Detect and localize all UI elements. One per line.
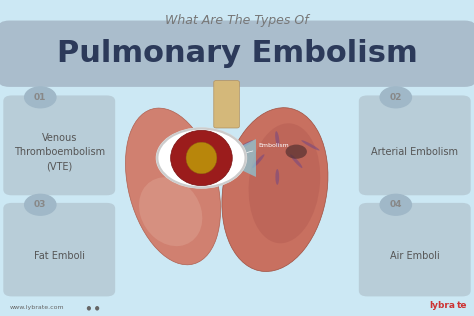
Text: Pulmonary Embolism: Pulmonary Embolism (56, 39, 418, 68)
FancyBboxPatch shape (359, 95, 471, 195)
Text: Embolism: Embolism (247, 143, 289, 153)
Polygon shape (216, 139, 256, 177)
Circle shape (380, 194, 411, 215)
Ellipse shape (248, 123, 320, 243)
Circle shape (156, 128, 246, 188)
Ellipse shape (222, 108, 328, 271)
FancyBboxPatch shape (0, 21, 474, 87)
Text: Air Emboli: Air Emboli (390, 251, 439, 261)
FancyBboxPatch shape (3, 203, 115, 296)
FancyBboxPatch shape (359, 203, 471, 296)
Ellipse shape (275, 169, 279, 185)
Ellipse shape (139, 177, 202, 246)
Text: Venous
Thromboembolism
(VTE): Venous Thromboembolism (VTE) (14, 133, 105, 172)
Ellipse shape (290, 154, 302, 168)
Circle shape (25, 194, 56, 215)
Ellipse shape (171, 130, 232, 186)
FancyBboxPatch shape (214, 81, 239, 128)
Circle shape (380, 87, 411, 108)
Text: ●  ●: ● ● (83, 305, 100, 310)
Ellipse shape (252, 154, 264, 168)
Text: te: te (456, 301, 467, 310)
Text: 02: 02 (390, 93, 402, 102)
Text: Fat Emboli: Fat Emboli (34, 251, 85, 261)
FancyBboxPatch shape (3, 95, 115, 195)
Ellipse shape (235, 140, 253, 150)
Ellipse shape (126, 108, 220, 265)
Text: lybra: lybra (429, 301, 455, 310)
Text: 01: 01 (34, 93, 46, 102)
Text: What Are The Types Of: What Are The Types Of (165, 14, 309, 27)
Ellipse shape (186, 142, 217, 174)
Ellipse shape (275, 131, 280, 147)
Text: 03: 03 (34, 200, 46, 209)
Circle shape (25, 87, 56, 108)
Text: www.lybrate.com: www.lybrate.com (9, 305, 64, 310)
Text: 04: 04 (390, 200, 402, 209)
Text: Arterial Embolism: Arterial Embolism (371, 148, 458, 157)
Ellipse shape (285, 145, 307, 159)
Ellipse shape (301, 140, 319, 150)
